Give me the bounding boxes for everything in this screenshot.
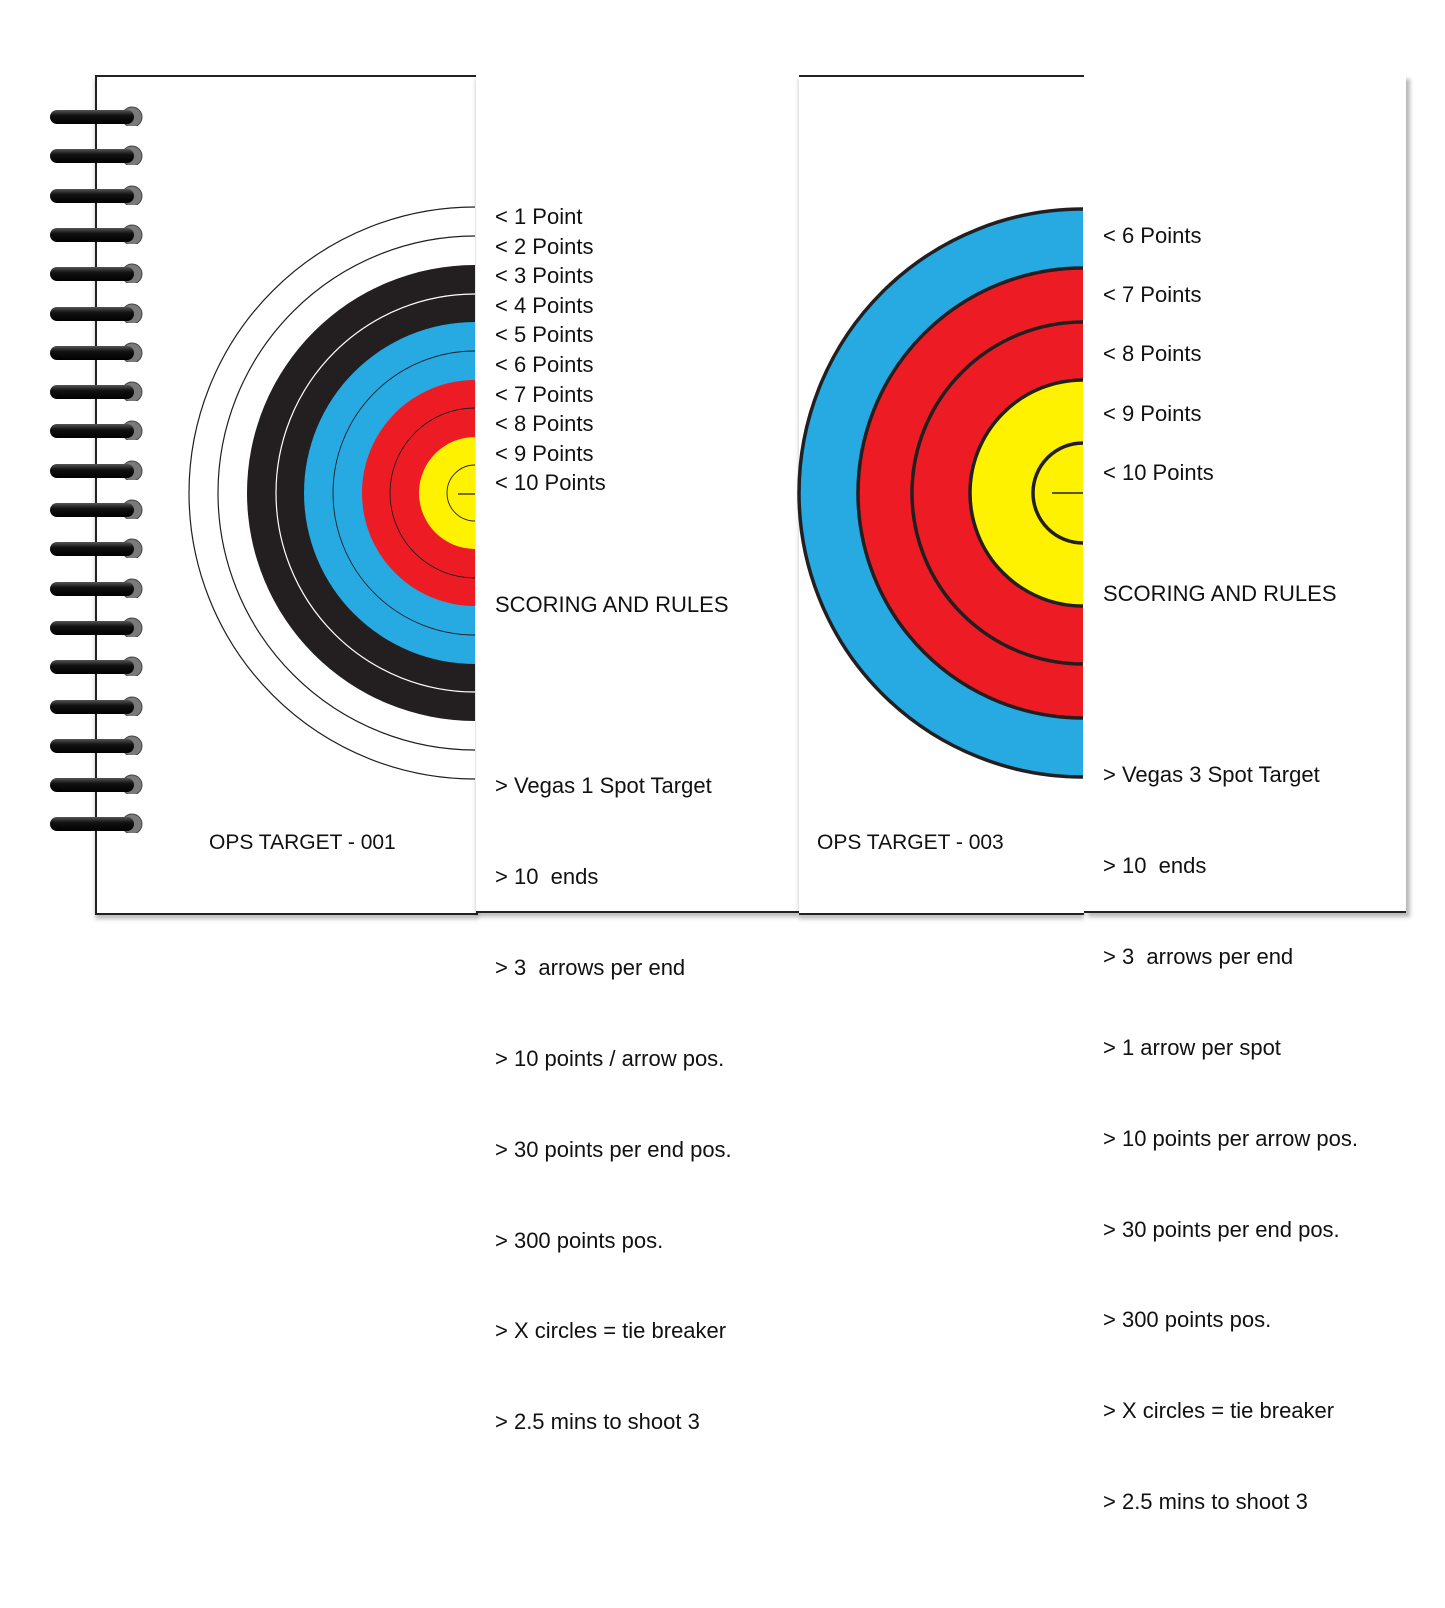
ring-label: < 3 Points — [495, 263, 594, 289]
ring-label: < 1 Point — [495, 204, 583, 229]
rule-item: > 2.5 mins to shoot 3 — [1103, 1489, 1308, 1515]
spiral-ring-icon — [50, 813, 143, 834]
spiral-ring-icon — [50, 617, 143, 637]
rule-item: > 10 points per arrow pos. — [1103, 1125, 1358, 1151]
spiral-ring-icon — [50, 696, 143, 716]
spiral-ring-icon — [50, 106, 143, 126]
rule-item: > 10 ends — [495, 863, 599, 889]
rule-item: > 10 points / arrow pos. — [495, 1045, 725, 1071]
spiral-ring-icon — [50, 263, 143, 284]
ring-label: < 8 Points — [1103, 341, 1202, 367]
left-ring-labels: < 1 Point < 2 Points < 3 Points < 4 Poin… — [495, 202, 606, 498]
ring-label: < 2 Points — [495, 233, 594, 259]
right-card-caption: OPS TARGET - 003 — [817, 831, 1004, 854]
ring-label: < 10 Points — [1103, 459, 1214, 485]
rule-item: > 2.5 mins to shoot 3 — [495, 1409, 700, 1435]
rules-heading: SCORING AND RULES — [1103, 580, 1337, 606]
rule-item: > Vegas 3 Spot Target — [1103, 762, 1320, 788]
spiral-ring-icon — [50, 145, 143, 166]
ring-label: < 5 Points — [495, 322, 594, 348]
rule-item: > 300 points pos. — [1103, 1307, 1272, 1333]
spiral-ring-icon — [50, 342, 143, 362]
ring-label: < 8 Points — [495, 411, 594, 437]
ring-label: < 4 Points — [495, 292, 594, 318]
rule-item: > 300 points pos. — [495, 1227, 664, 1253]
right-rules: SCORING AND RULES > Vegas 3 Spot Target … — [1103, 518, 1358, 1608]
spiral-ring-icon — [50, 224, 143, 244]
spiral-ring-icon — [50, 538, 143, 559]
rule-item: > 3 arrows per end — [495, 954, 686, 980]
spiral-ring-icon — [50, 774, 143, 795]
left-card-caption: OPS TARGET - 001 — [209, 831, 396, 854]
left-rules: SCORING AND RULES > Vegas 1 Spot Target … — [495, 529, 732, 1529]
spiral-ring-icon — [50, 578, 143, 598]
right-card-page-extension — [1084, 75, 1406, 913]
ring-label: < 10 Points — [495, 470, 606, 496]
left-card-page-extension — [476, 75, 799, 913]
right-ring-labels: < 6 Points < 7 Points < 8 Points < 9 Poi… — [1103, 221, 1214, 517]
spiral-ring-icon — [50, 420, 143, 441]
rules-heading: SCORING AND RULES — [495, 591, 729, 617]
rule-item: > 1 arrow per spot — [1103, 1034, 1281, 1060]
rule-item: > Vegas 1 Spot Target — [495, 773, 712, 799]
ring-label: < 7 Points — [1103, 282, 1202, 308]
spiral-ring-icon — [50, 303, 143, 323]
spiral-ring-icon — [50, 735, 143, 755]
rule-item: > 10 ends — [1103, 852, 1207, 878]
rule-item: > 30 points per end pos. — [1103, 1216, 1340, 1242]
rule-item: > 3 arrows per end — [1103, 943, 1294, 969]
rule-item: > X circles = tie breaker — [1103, 1398, 1335, 1424]
left-target-icon — [188, 206, 1083, 780]
ring-label: < 9 Points — [495, 440, 594, 466]
spiral-ring-icon — [50, 185, 143, 205]
spiral-ring-icon — [50, 381, 143, 402]
ring-label: < 6 Points — [1103, 223, 1202, 248]
rule-item: > X circles = tie breaker — [495, 1318, 727, 1344]
spiral-ring-icon — [50, 460, 143, 480]
rule-item: > 30 points per end pos. — [495, 1136, 732, 1162]
spiral-ring-icon — [50, 499, 143, 519]
ring-label: < 9 Points — [1103, 400, 1202, 426]
spiral-ring-icon — [50, 656, 143, 677]
ring-label: < 7 Points — [495, 381, 594, 407]
ring-label: < 6 Points — [495, 351, 594, 377]
